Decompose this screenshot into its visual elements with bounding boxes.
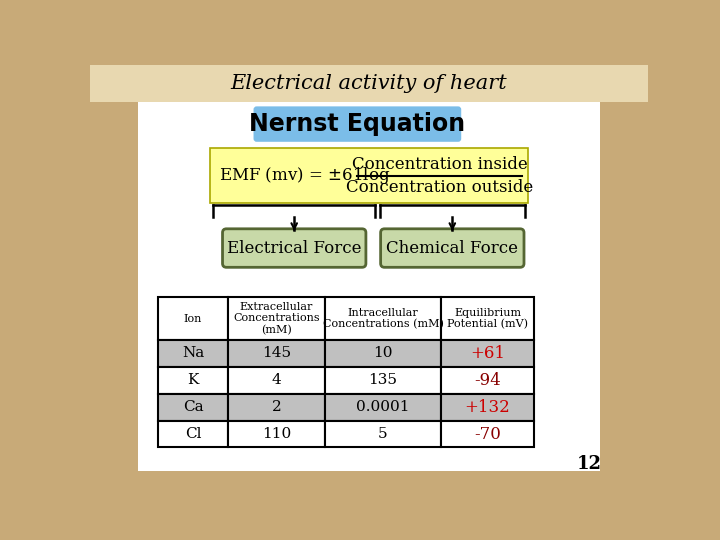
Text: Ca: Ca [183, 400, 203, 414]
Text: 12: 12 [577, 455, 601, 473]
Bar [228, 394, 325, 421]
Text: Cl: Cl [185, 427, 202, 441]
Text: Intracellular
Concentrations (mM): Intracellular Concentrations (mM) [323, 307, 444, 329]
FancyBboxPatch shape [381, 229, 524, 267]
Text: -94: -94 [474, 372, 501, 389]
FancyBboxPatch shape [222, 229, 366, 267]
Bar [441, 340, 534, 367]
Bar [228, 367, 325, 394]
Bar [228, 421, 325, 448]
Text: +61: +61 [470, 345, 505, 362]
Bar [325, 340, 441, 367]
Bar [441, 394, 534, 421]
Text: Ion: Ion [184, 314, 202, 323]
FancyBboxPatch shape [253, 106, 462, 142]
Text: Chemical Force: Chemical Force [387, 240, 518, 256]
Text: 5: 5 [378, 427, 388, 441]
Bar [138, 102, 600, 471]
Bar [441, 298, 534, 340]
Bar [158, 367, 228, 394]
Text: 135: 135 [369, 373, 397, 387]
Bar [441, 421, 534, 448]
Bar [325, 367, 441, 394]
Text: Electrical Force: Electrical Force [227, 240, 361, 256]
Text: Equilibrium
Potential (mV): Equilibrium Potential (mV) [447, 307, 528, 329]
Text: Na: Na [182, 346, 204, 360]
Text: Concentration outside: Concentration outside [346, 179, 533, 195]
Bar [325, 298, 441, 340]
Bar [158, 340, 228, 367]
Bar [210, 148, 528, 204]
Text: +132: +132 [464, 399, 510, 416]
Bar [228, 340, 325, 367]
Bar [441, 367, 534, 394]
Bar [325, 394, 441, 421]
Text: 4: 4 [271, 373, 282, 387]
Text: 110: 110 [262, 427, 291, 441]
Text: Extracellular
Concentrations
(mM): Extracellular Concentrations (mM) [233, 302, 320, 335]
Text: -70: -70 [474, 426, 501, 442]
Text: K: K [187, 373, 199, 387]
Bar [228, 298, 325, 340]
Text: Nernst Equation: Nernst Equation [249, 112, 465, 136]
Text: Concentration inside: Concentration inside [351, 157, 528, 173]
Bar [158, 421, 228, 448]
Bar [158, 298, 228, 340]
Text: 10: 10 [373, 346, 392, 360]
Text: EMF (mv) = $\pm$61log: EMF (mv) = $\pm$61log [220, 165, 391, 186]
Text: Electrical activity of heart: Electrical activity of heart [230, 74, 508, 93]
Text: 0.0001: 0.0001 [356, 400, 410, 414]
Bar [90, 65, 648, 102]
Bar [325, 421, 441, 448]
Bar [158, 394, 228, 421]
Text: 145: 145 [262, 346, 291, 360]
Text: 2: 2 [271, 400, 282, 414]
